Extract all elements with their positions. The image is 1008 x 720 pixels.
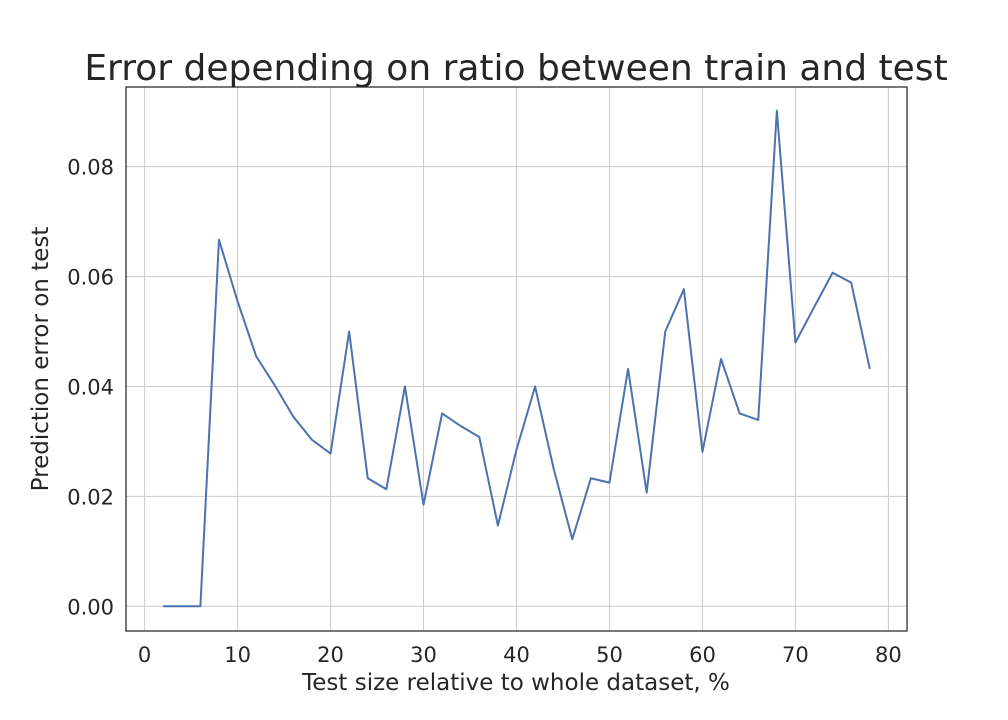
axis-ticks: 0 10 20 30 40 50 60 70 80 0.00 0.02 0.04 0.06 0.08 (67, 156, 902, 667)
y-axis-label: Prediction error on test (28, 227, 54, 492)
plot-data (163, 109, 871, 608)
y-tick-label: 0.08 (67, 156, 114, 180)
y-tick-label: 0.06 (67, 266, 114, 290)
x-tick-label: 70 (782, 643, 809, 667)
grid (126, 87, 907, 631)
x-tick-label: 80 (875, 643, 902, 667)
x-tick-label: 50 (596, 643, 623, 667)
y-tick-label: 0.02 (67, 485, 114, 509)
plot-frame (125, 86, 908, 632)
x-axis-label: Test size relative to whole dataset, % (301, 670, 730, 696)
y-tick-label: 0.04 (67, 375, 114, 399)
x-tick-label: 20 (317, 643, 344, 667)
y-tick-label: 0.00 (67, 595, 114, 619)
x-tick-label: 60 (689, 643, 716, 667)
x-tick-label: 10 (224, 643, 251, 667)
chart-title: Error depending on ratio between train a… (84, 48, 947, 89)
x-tick-label: 30 (410, 643, 437, 667)
x-tick-label: 40 (503, 643, 530, 667)
series-line (163, 109, 871, 608)
x-tick-label: 0 (138, 643, 151, 667)
